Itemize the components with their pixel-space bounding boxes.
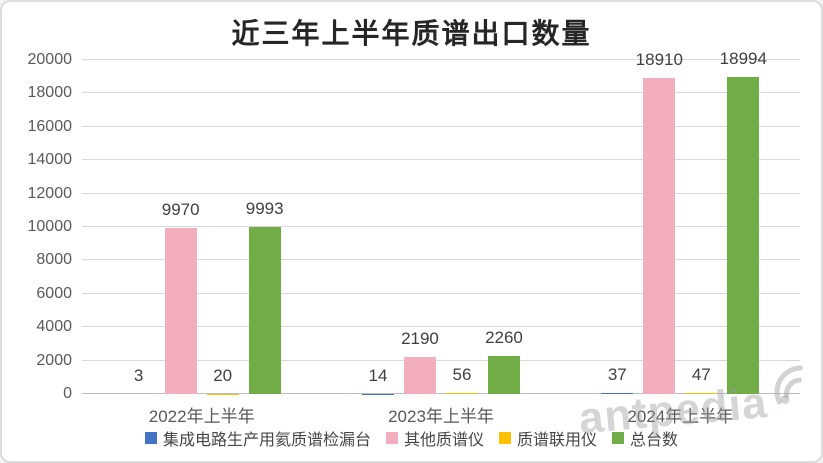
y-tick-label: 14000 <box>27 151 73 169</box>
gridline-10000 <box>82 226 800 227</box>
y-tick-label: 0 <box>63 385 72 402</box>
bar-总台数 <box>248 227 281 394</box>
x-tick-label: 2024年上半年 <box>627 407 734 426</box>
chart-title: 近三年上半年质谱出口数量 <box>231 19 592 50</box>
data-label: 9970 <box>161 199 200 219</box>
bar-group-2022年上半年: 3 9970 20 9993 <box>82 60 321 394</box>
data-label: 37 <box>607 365 627 385</box>
bar-质谱联用仪 <box>445 393 478 394</box>
y-tick-label: 18000 <box>27 84 73 102</box>
data-label: 2190 <box>401 329 439 349</box>
bar-slot: 18910 <box>636 51 683 394</box>
bar-groups: 3 9970 20 9993 14 2190 56 2260 37 18910 47 18994 <box>82 49 800 394</box>
y-tick-label: 12000 <box>27 184 73 202</box>
y-tick-label: 8000 <box>36 251 72 269</box>
data-label: 9993 <box>245 199 284 219</box>
gridline-8000 <box>82 259 800 261</box>
legend-item: 其他质谱仪 <box>385 426 484 450</box>
bar-slot: 56 <box>445 60 478 394</box>
bar-质谱联用仪 <box>685 393 718 394</box>
legend-swatch-icon <box>144 432 157 444</box>
data-label: 56 <box>452 365 472 385</box>
gridline-16000 <box>82 125 800 127</box>
bar-group-2024年上半年: 37 18910 47 18994 <box>561 49 800 394</box>
bar-slot: 47 <box>685 60 718 394</box>
x-tick-label: 2023年上半年 <box>388 407 494 426</box>
legend-item: 集成电路生产用氦质谱检漏台 <box>144 426 371 450</box>
y-tick-label: 20000 <box>27 51 73 68</box>
plot-area: 3 9970 20 9993 14 2190 56 2260 37 18910 47 18994 <box>82 49 800 394</box>
bar-slot: 9970 <box>161 60 200 394</box>
legend: 集成电路生产用氦质谱检漏台 其他质谱仪 质谱联用仪 总台数 <box>2 426 821 450</box>
legend-swatch-icon <box>499 432 511 444</box>
y-tick-label: 6000 <box>36 284 72 302</box>
legend-swatch-icon <box>385 432 398 444</box>
legend-label: 总台数 <box>630 432 679 449</box>
legend-item: 质谱联用仪 <box>499 426 597 450</box>
data-label: 2260 <box>485 328 523 348</box>
bar-其他质谱仪 <box>643 78 676 394</box>
x-tick-label: 2022年上半年 <box>148 407 255 426</box>
bar-slot: 18994 <box>720 49 767 394</box>
legend-item: 总台数 <box>612 426 678 450</box>
bar-slot: 2260 <box>485 60 523 394</box>
bar-集成电路生产用氦质谱检漏台 <box>601 393 634 394</box>
gridline-18000 <box>82 92 800 94</box>
bar-总台数 <box>727 76 760 394</box>
gridline-2000 <box>82 359 800 361</box>
bar-slot: 2190 <box>401 60 439 394</box>
legend-label: 其他质谱仪 <box>403 432 484 449</box>
legend-label: 质谱联用仪 <box>517 432 598 449</box>
bar-slot: 14 <box>361 60 394 394</box>
gridline-6000 <box>82 292 800 294</box>
data-label: 14 <box>368 365 388 385</box>
legend-swatch-icon <box>612 432 625 444</box>
gridline-20000 <box>82 59 800 60</box>
x-axis-labels: 2022年上半年 2023年上半年 2024年上半年 <box>82 402 800 427</box>
data-label: 20 <box>213 365 233 385</box>
bar-slot: 37 <box>601 60 634 394</box>
bar-其他质谱仪 <box>403 357 436 394</box>
bar-slot: 3 <box>122 60 155 394</box>
y-tick-label: 16000 <box>27 117 73 135</box>
gridline-4000 <box>82 326 800 328</box>
bar-总台数 <box>487 356 520 394</box>
data-label: 3 <box>133 365 144 385</box>
data-label: 18910 <box>635 50 683 70</box>
y-tick-label: 10000 <box>27 218 73 235</box>
bar-其他质谱仪 <box>164 227 197 394</box>
data-label: 47 <box>691 365 711 385</box>
data-label: 18994 <box>719 48 767 68</box>
gridline-12000 <box>82 192 800 194</box>
bar-slot: 9993 <box>245 60 284 394</box>
gridline-0 <box>82 393 800 394</box>
y-tick-label: 4000 <box>36 318 72 336</box>
gridline-14000 <box>82 159 800 161</box>
legend-label: 集成电路生产用氦质谱检漏台 <box>162 432 371 449</box>
bar-group-2023年上半年: 14 2190 56 2260 <box>321 60 560 394</box>
bar-slot: 20 <box>206 60 239 394</box>
y-tick-label: 2000 <box>36 351 72 369</box>
